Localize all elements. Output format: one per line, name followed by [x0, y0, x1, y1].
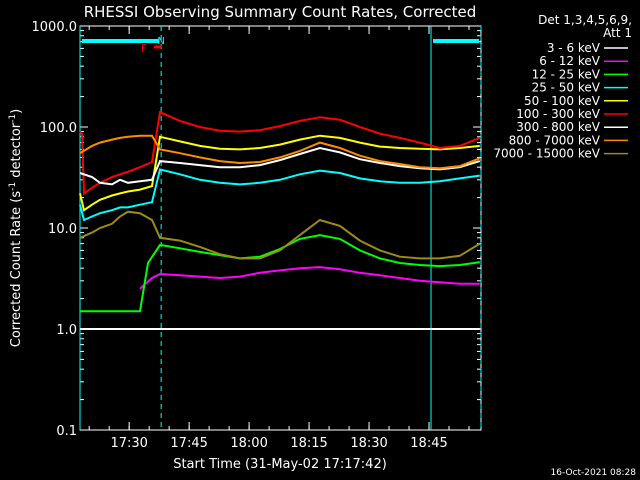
series-line-5 [79, 110, 481, 196]
legend-label: 7000 - 15000 keV [493, 147, 600, 161]
y-tick-label: 10.0 [48, 222, 77, 237]
y-tick-label: 100.0 [40, 121, 77, 136]
x-axis-label: Start Time (31-May-02 17:17:42) [173, 457, 387, 472]
y-axis-label-sup-2: -1 [8, 114, 18, 123]
series-line-1 [139, 266, 480, 290]
x-tick-label: 17:30 [110, 436, 147, 451]
saa-flag-n: N [157, 36, 164, 47]
series-line-4 [79, 134, 480, 212]
series-line-8 [79, 210, 481, 260]
y-axis-label-sup-1: -1 [8, 182, 18, 191]
legend-header-line-1: Det 1,3,4,5,6,9, [538, 13, 632, 27]
legend-header-line-2: Att 1 [603, 26, 632, 40]
axes-frame [79, 25, 482, 431]
y-tick-label: 0.1 [56, 424, 77, 439]
x-tick-label: 18:45 [410, 436, 447, 451]
legend-label: 300 - 800 keV [516, 120, 600, 134]
legend-label: 25 - 50 keV [532, 81, 601, 95]
saa-flag-f: F [141, 42, 147, 55]
legend-label: 800 - 7000 keV [509, 133, 601, 147]
timestamp: 16-Oct-2021 08:28 [551, 468, 637, 478]
x-tick-label: 18:00 [230, 436, 267, 451]
legend-label: 100 - 300 keV [516, 107, 600, 121]
y-axis-label: Corrected Count Rate (s-1 detector-1) [8, 109, 24, 347]
y-axis-label-main: Corrected Count Rate (s [9, 191, 24, 348]
x-tick-label: 18:15 [290, 436, 327, 451]
series-line-3 [79, 168, 480, 222]
x-tick-label: 18:30 [350, 436, 387, 451]
legend-label: 50 - 100 keV [524, 94, 601, 108]
y-tick-label: 1000.0 [32, 20, 78, 35]
y-axis-label-end: ) [9, 109, 24, 114]
legend-label: 12 - 25 keV [532, 67, 601, 81]
series-line-2 [80, 234, 480, 313]
series-line-6 [79, 146, 481, 186]
chart-title: RHESSI Observing Summary Count Rates, Co… [84, 3, 477, 21]
x-tick-label: 17:45 [170, 436, 207, 451]
plot-area: 0.1 1.0 10.0 100.0 1000.0 17:30 17:45 18:00 18:1… [32, 20, 482, 451]
series-line-7 [79, 134, 481, 170]
legend-label: 3 - 6 keV [547, 41, 601, 55]
legend-label: 6 - 12 keV [539, 54, 601, 68]
y-axis-label-mid: detector [9, 122, 24, 182]
y-tick-label: 1.0 [56, 323, 77, 338]
